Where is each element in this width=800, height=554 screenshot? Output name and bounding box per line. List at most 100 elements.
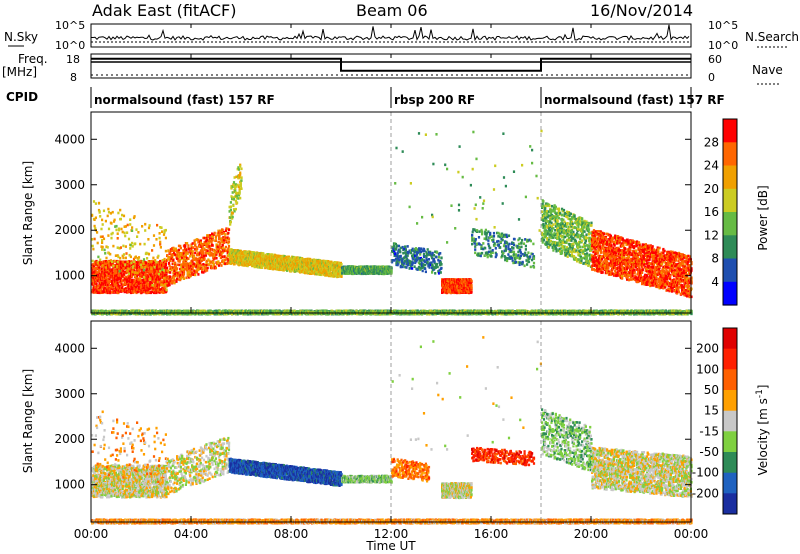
freq-label: Freq. <box>18 52 48 66</box>
range-cell <box>182 255 184 258</box>
range-cell <box>132 245 134 248</box>
range-cell <box>150 260 152 263</box>
range-cell <box>158 273 160 276</box>
range-cell <box>236 201 238 204</box>
range-cell <box>95 267 97 270</box>
range-cell <box>109 291 111 294</box>
range-cell <box>129 247 131 250</box>
range-cell <box>157 281 159 284</box>
range-cell <box>135 228 137 231</box>
nsky-label: N.Sky <box>4 30 38 44</box>
range-cell <box>117 212 119 215</box>
range-cell <box>169 271 171 274</box>
range-cell <box>143 258 145 261</box>
range-cell <box>99 259 101 262</box>
range-cell <box>130 256 132 259</box>
range-cell <box>151 249 153 252</box>
range-cell <box>146 257 148 260</box>
range-cell <box>206 269 208 272</box>
range-cell <box>139 277 141 280</box>
range-cell <box>153 234 155 237</box>
range-cell <box>148 227 150 230</box>
range-cell <box>92 248 94 251</box>
range-cell <box>149 277 151 280</box>
range-cell <box>177 275 179 278</box>
cpid-label: CPID <box>6 90 38 104</box>
range-cell <box>161 230 163 233</box>
range-cell <box>132 271 134 274</box>
range-cell <box>165 289 167 292</box>
range-cell <box>185 249 187 252</box>
range-cell <box>120 246 122 249</box>
date-title: 16/Nov/2014 <box>590 1 693 20</box>
range-cell <box>109 253 111 256</box>
range-cell <box>134 275 136 278</box>
range-cell <box>334 261 336 264</box>
nave-label: Nave <box>752 63 783 77</box>
range-cell <box>224 233 226 236</box>
range-cell <box>98 202 100 205</box>
range-cell <box>160 226 162 229</box>
range-cell <box>164 258 166 261</box>
range-cell <box>269 258 271 261</box>
range-cell <box>131 229 133 232</box>
range-cell <box>144 266 146 269</box>
range-cell <box>128 238 130 241</box>
range-cell <box>200 264 202 267</box>
range-cell <box>121 279 123 282</box>
range-cell <box>112 211 114 214</box>
range-cell <box>124 263 126 266</box>
range-cell <box>131 242 133 245</box>
range-cell <box>144 229 146 232</box>
range-cell <box>177 264 179 267</box>
range-cell <box>101 219 103 222</box>
range-cell <box>240 184 242 187</box>
range-cell <box>114 260 116 263</box>
range-cell <box>152 257 154 260</box>
range-cell <box>192 242 194 245</box>
range-cell <box>149 224 151 227</box>
range-cell <box>215 240 217 243</box>
nsky-panel: N.Sky 10^5 10^0 10^5 10^0 N.Search <box>4 19 799 52</box>
range-cell <box>194 270 196 273</box>
nsearch-tick-low: 10^0 <box>708 39 738 52</box>
range-cell <box>102 246 104 249</box>
range-cell <box>174 262 176 265</box>
range-cell <box>129 223 131 226</box>
range-cell <box>100 228 102 231</box>
range-cell <box>137 272 139 275</box>
range-cell <box>103 238 105 241</box>
range-cell <box>92 260 94 263</box>
range-cell <box>124 232 126 235</box>
range-cell <box>225 246 227 249</box>
range-cell <box>165 229 167 232</box>
range-cell <box>240 168 242 171</box>
range-cell <box>92 245 94 248</box>
range-cell <box>239 190 241 193</box>
range-cell <box>108 273 110 276</box>
range-cell <box>102 264 104 267</box>
range-cell <box>207 250 209 253</box>
range-cell <box>163 233 165 236</box>
range-cell <box>183 270 185 273</box>
nave-tick-low: 0 <box>708 71 715 84</box>
nsky-tick-low: 10^0 <box>55 39 85 52</box>
range-cell <box>154 266 156 269</box>
range-cell <box>169 265 171 268</box>
range-cell <box>147 261 149 264</box>
range-cell <box>221 233 223 236</box>
range-cell <box>138 256 140 259</box>
range-cell <box>139 243 141 246</box>
range-cell <box>239 197 241 200</box>
range-cell <box>117 281 119 284</box>
range-cell <box>193 256 195 259</box>
range-cell <box>127 224 129 227</box>
range-cell <box>163 269 165 272</box>
range-cell <box>133 260 135 263</box>
range-cell <box>119 209 121 212</box>
range-cell <box>222 229 224 232</box>
range-cell <box>202 251 204 254</box>
range-cell <box>218 238 220 241</box>
range-cell <box>223 239 225 242</box>
range-cell <box>110 222 112 225</box>
